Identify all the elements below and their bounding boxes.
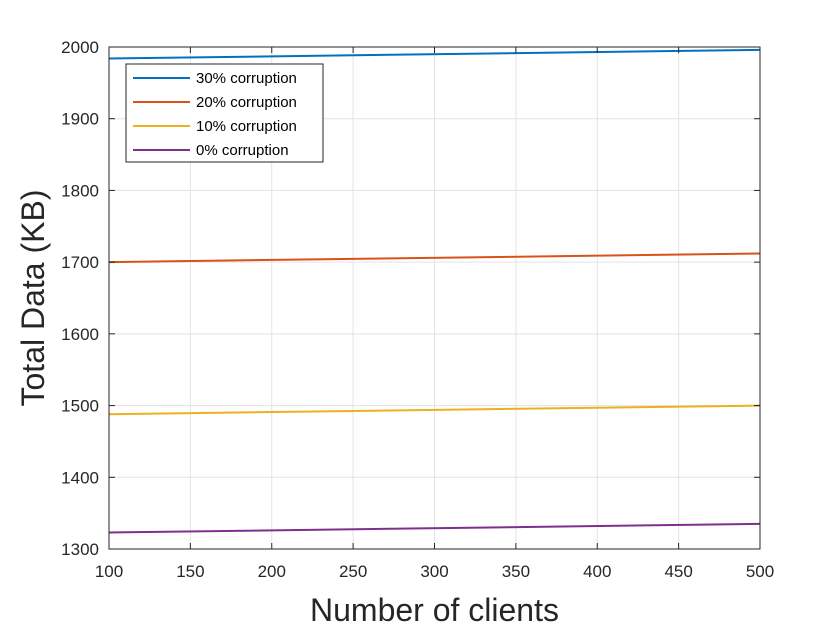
y-tick-label: 1400 [61,468,99,487]
y-tick-label: 1600 [61,325,99,344]
series-line [108,252,761,264]
legend-entry: 30% corruption [196,70,297,87]
series-line [108,522,761,534]
tick-labels: 100 150 200 250 300 350 400 450 500 1300 1400 1500 1… [61,38,774,581]
series-line [108,48,761,60]
y-tick-label: 2000 [61,38,99,57]
legend-box [125,63,324,163]
x-tick-label: 150 [176,562,204,581]
legend-entry: 20% corruption [196,94,297,111]
y-axis-title: Total Data (KB) [15,190,51,407]
y-tick-label: 1800 [61,181,99,200]
series-lines [108,48,761,534]
x-tick-label: 200 [258,562,286,581]
x-tick-label: 250 [339,562,367,581]
x-tick-label: 100 [95,562,123,581]
y-tick-label: 1900 [61,110,99,129]
series-line [108,404,761,416]
y-tick-label: 1700 [61,253,99,272]
y-tick-label: 1300 [61,540,99,559]
x-tick-label: 350 [502,562,530,581]
x-tick-label: 300 [420,562,448,581]
x-tick-label: 400 [583,562,611,581]
x-axis-title: Number of clients [310,592,559,628]
legend-entry: 0% corruption [196,142,289,159]
legend: 30% corruption 20% corruption 10% corrupti… [125,63,324,163]
y-tick-label: 1500 [61,397,99,416]
x-tick-label: 450 [664,562,692,581]
legend-entry: 10% corruption [196,118,297,135]
x-tick-label: 500 [746,562,774,581]
axis-ticks [108,46,761,550]
